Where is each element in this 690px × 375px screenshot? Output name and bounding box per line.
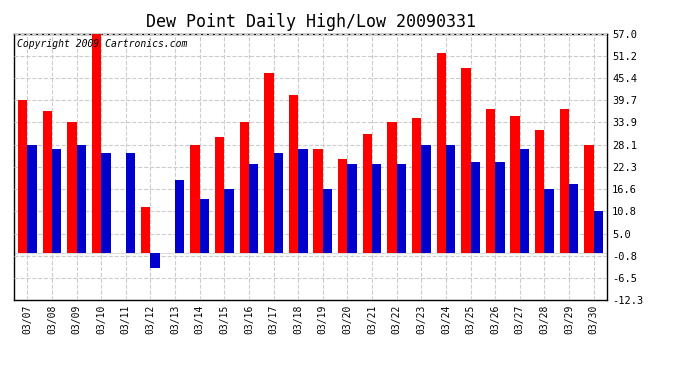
Bar bbox=[141, 207, 150, 253]
Bar bbox=[412, 118, 422, 253]
Bar bbox=[486, 109, 495, 253]
Bar bbox=[437, 53, 446, 253]
Bar bbox=[338, 159, 348, 253]
Bar bbox=[150, 253, 160, 268]
Bar bbox=[239, 123, 249, 253]
Bar bbox=[560, 109, 569, 253]
Bar bbox=[77, 145, 86, 253]
Bar bbox=[18, 100, 28, 253]
Bar bbox=[273, 153, 283, 253]
Bar bbox=[28, 145, 37, 253]
Bar bbox=[446, 145, 455, 253]
Bar bbox=[289, 95, 298, 253]
Bar bbox=[535, 130, 544, 253]
Bar bbox=[298, 149, 308, 253]
Bar bbox=[471, 162, 480, 253]
Title: Dew Point Daily High/Low 20090331: Dew Point Daily High/Low 20090331 bbox=[146, 13, 475, 31]
Bar bbox=[520, 149, 529, 253]
Bar bbox=[461, 68, 471, 253]
Bar bbox=[495, 162, 504, 253]
Bar bbox=[249, 164, 258, 253]
Bar bbox=[67, 123, 77, 253]
Bar bbox=[224, 189, 234, 253]
Bar bbox=[348, 164, 357, 253]
Bar bbox=[544, 189, 554, 253]
Bar bbox=[52, 149, 61, 253]
Bar bbox=[101, 153, 110, 253]
Bar bbox=[397, 164, 406, 253]
Bar bbox=[126, 153, 135, 253]
Bar bbox=[422, 145, 431, 253]
Text: Copyright 2009 Cartronics.com: Copyright 2009 Cartronics.com bbox=[17, 39, 187, 49]
Bar bbox=[199, 199, 209, 253]
Bar bbox=[363, 134, 372, 253]
Bar bbox=[190, 145, 199, 253]
Bar bbox=[323, 189, 332, 253]
Bar bbox=[92, 34, 101, 253]
Bar bbox=[569, 184, 578, 253]
Bar bbox=[593, 211, 603, 253]
Bar bbox=[175, 180, 184, 253]
Bar bbox=[264, 72, 273, 253]
Bar bbox=[584, 145, 593, 253]
Bar bbox=[313, 149, 323, 253]
Bar bbox=[511, 116, 520, 253]
Bar bbox=[372, 164, 382, 253]
Bar bbox=[43, 111, 52, 253]
Bar bbox=[387, 123, 397, 253]
Bar bbox=[215, 138, 224, 253]
